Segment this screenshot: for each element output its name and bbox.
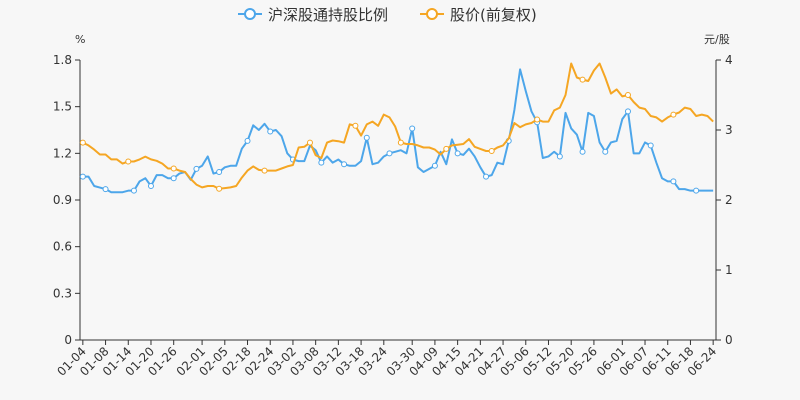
series-point-1 (397, 139, 404, 146)
series-point-1 (534, 116, 541, 123)
series-point-1 (624, 92, 631, 98)
series-point-0 (386, 150, 393, 157)
series-point-0 (216, 169, 223, 175)
legend-label-0: 沪深股通持股比例 (268, 6, 388, 24)
left-tick-label: 0.9 (53, 193, 72, 207)
series-point-1 (488, 148, 495, 154)
series-point-0 (267, 128, 274, 135)
series-point-0 (102, 186, 109, 193)
legend-swatch-marker-1 (426, 8, 438, 20)
left-tick-label: 1.2 (53, 146, 72, 160)
series-point-0 (244, 137, 251, 144)
left-tick-label: 1.8 (53, 53, 72, 67)
series-point-1 (443, 145, 450, 152)
right-tick-label: 4 (725, 53, 733, 67)
series-point-0 (363, 134, 370, 141)
series-point-0 (318, 159, 325, 166)
series-point-0 (602, 148, 609, 155)
right-tick-label: 0 (725, 333, 733, 347)
left-axis-unit: % (75, 33, 85, 46)
series-point-1 (170, 165, 177, 172)
series-point-0 (624, 108, 631, 115)
series-point-0 (341, 161, 348, 168)
series-point-1 (125, 158, 132, 165)
legend: 沪深股通持股比例 股价(前复权) (238, 6, 537, 24)
left-tick-label: 1.5 (53, 100, 72, 114)
series-point-0 (79, 173, 86, 180)
series-point-0 (670, 178, 677, 185)
left-tick-label: 0 (64, 333, 72, 347)
right-tick-label: 3 (725, 123, 733, 137)
legend-label-1: 股价(前复权) (450, 6, 537, 24)
series-point-0 (193, 165, 200, 172)
series-point-1 (79, 139, 86, 146)
right-axis-unit: 元/股 (704, 33, 730, 46)
series-point-1 (579, 76, 586, 83)
series-point-0 (454, 150, 461, 157)
series-point-0 (647, 142, 654, 149)
series-point-0 (409, 125, 416, 132)
series-point-1 (352, 122, 359, 129)
axes: 00.30.60.91.21.51.80123401-0401-0801-140… (53, 53, 733, 379)
left-tick-label: 0.6 (53, 240, 72, 254)
legend-swatch-marker-0 (244, 8, 256, 20)
right-tick-label: 1 (725, 263, 733, 277)
series-point-0 (431, 162, 438, 169)
series-point-0 (147, 183, 154, 189)
series-point-1 (216, 185, 223, 192)
left-tick-label: 0.3 (53, 286, 72, 300)
series-point-1 (670, 111, 677, 118)
series-point-1 (261, 167, 268, 174)
series-point-0 (556, 153, 563, 160)
series-line-1 (82, 62, 714, 190)
series-point-0 (130, 187, 137, 194)
series-point-0 (579, 148, 586, 155)
series-line-0 (82, 68, 714, 194)
series-layer (79, 62, 714, 194)
series-point-0 (693, 187, 700, 194)
series-point-0 (483, 173, 490, 180)
series-point-0 (170, 175, 177, 182)
series-point-1 (306, 139, 313, 146)
right-tick-label: 2 (725, 193, 733, 207)
